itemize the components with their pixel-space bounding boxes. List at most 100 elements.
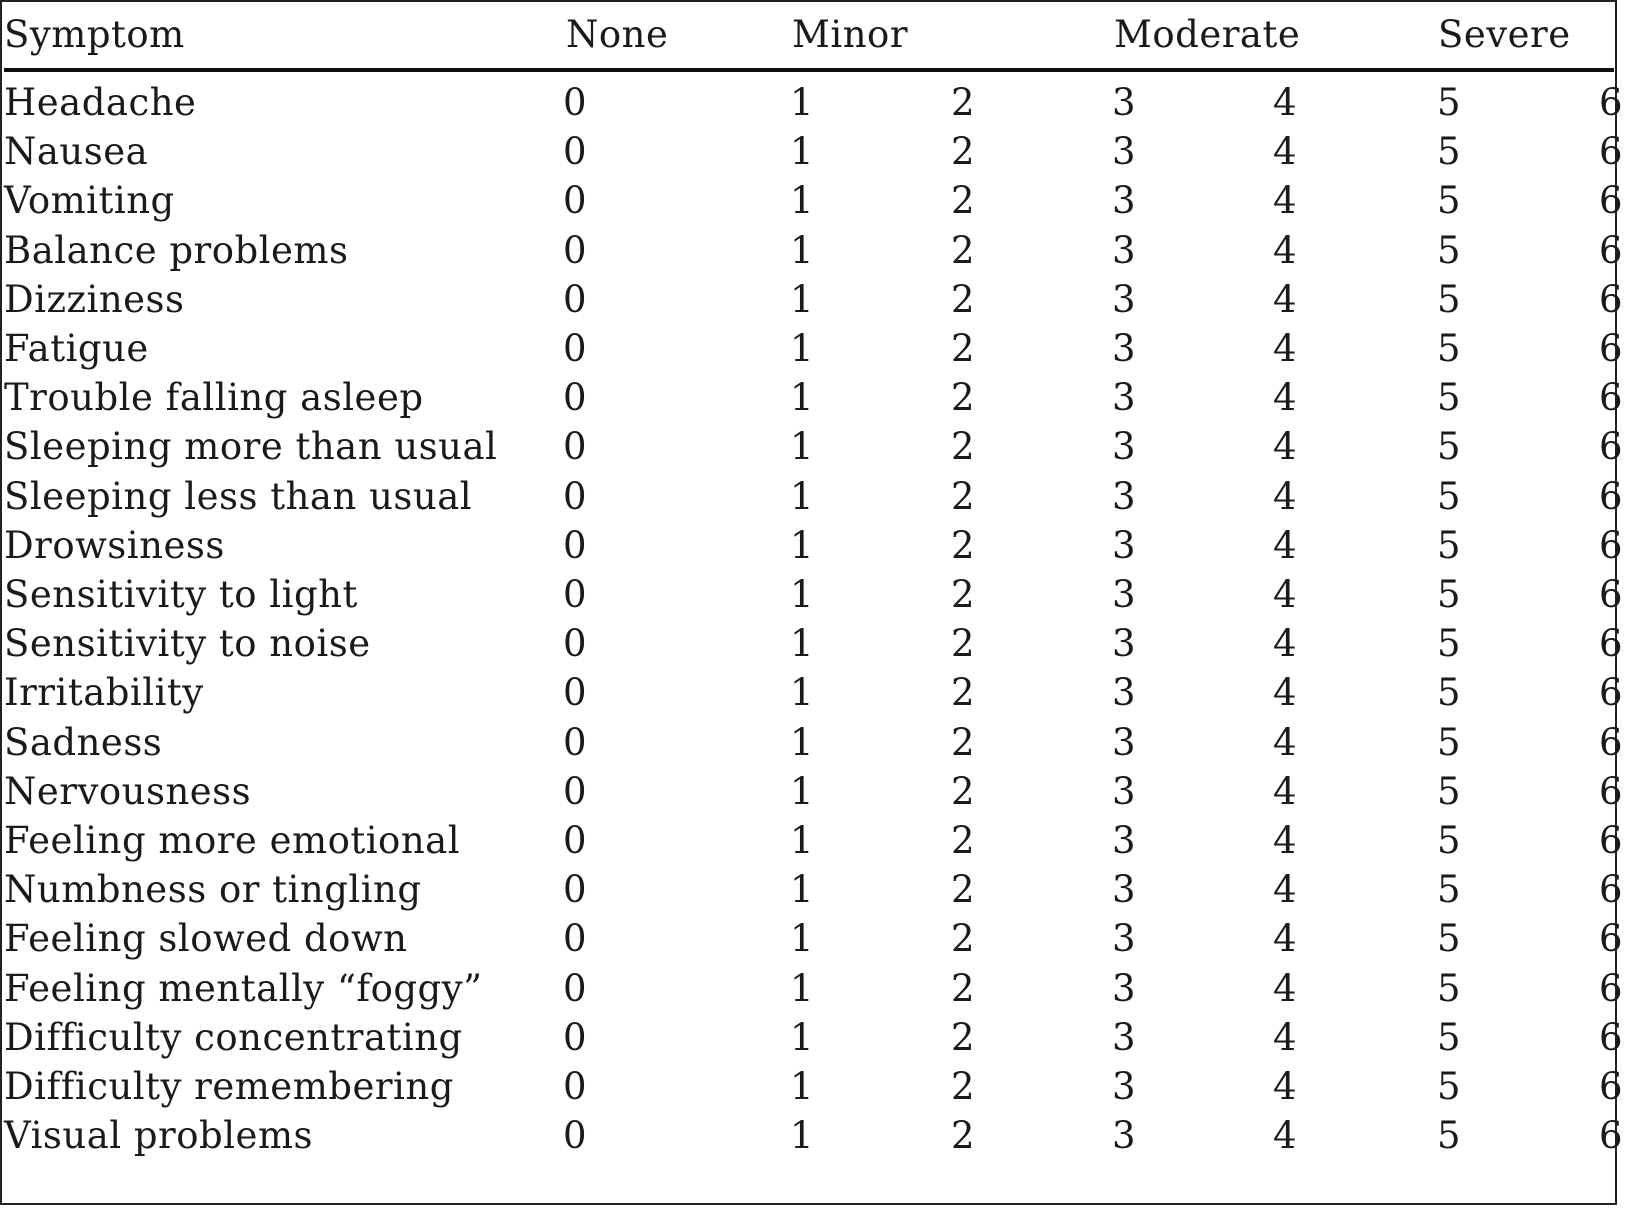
score-3[interactable]: 3 bbox=[1111, 622, 1137, 666]
score-5[interactable]: 5 bbox=[1436, 1114, 1462, 1158]
score-1[interactable]: 1 bbox=[789, 1065, 815, 1108]
score-6[interactable]: 6 bbox=[1598, 819, 1624, 862]
score-3[interactable]: 3 bbox=[1111, 228, 1137, 272]
score-6[interactable]: 6 bbox=[1598, 81, 1624, 124]
score-0[interactable]: 0 bbox=[562, 966, 588, 1010]
score-6[interactable]: 6 bbox=[1598, 1015, 1624, 1059]
score-6[interactable]: 6 bbox=[1598, 1114, 1624, 1158]
score-4[interactable]: 4 bbox=[1272, 1065, 1298, 1108]
score-2[interactable]: 2 bbox=[950, 130, 976, 174]
score-3[interactable]: 3 bbox=[1111, 277, 1137, 321]
score-1[interactable]: 1 bbox=[789, 474, 815, 518]
score-1[interactable]: 1 bbox=[789, 917, 815, 961]
score-3[interactable]: 3 bbox=[1111, 179, 1137, 223]
score-4[interactable]: 4 bbox=[1272, 130, 1298, 174]
score-6[interactable]: 6 bbox=[1598, 376, 1624, 420]
score-3[interactable]: 3 bbox=[1111, 523, 1137, 567]
score-2[interactable]: 2 bbox=[950, 228, 976, 272]
score-1[interactable]: 1 bbox=[789, 376, 815, 420]
score-6[interactable]: 6 bbox=[1598, 1065, 1624, 1108]
score-2[interactable]: 2 bbox=[950, 425, 976, 469]
score-4[interactable]: 4 bbox=[1272, 228, 1298, 272]
score-2[interactable]: 2 bbox=[950, 277, 976, 321]
score-1[interactable]: 1 bbox=[789, 720, 815, 764]
score-5[interactable]: 5 bbox=[1436, 720, 1462, 764]
score-1[interactable]: 1 bbox=[789, 81, 815, 124]
score-4[interactable]: 4 bbox=[1272, 179, 1298, 223]
score-5[interactable]: 5 bbox=[1436, 81, 1462, 124]
score-5[interactable]: 5 bbox=[1436, 228, 1462, 272]
score-0[interactable]: 0 bbox=[562, 523, 588, 567]
score-5[interactable]: 5 bbox=[1436, 277, 1462, 321]
score-5[interactable]: 5 bbox=[1436, 376, 1462, 420]
score-0[interactable]: 0 bbox=[562, 425, 588, 469]
score-2[interactable]: 2 bbox=[950, 868, 976, 912]
score-6[interactable]: 6 bbox=[1598, 425, 1624, 469]
score-4[interactable]: 4 bbox=[1272, 671, 1298, 715]
score-0[interactable]: 0 bbox=[562, 277, 588, 321]
score-0[interactable]: 0 bbox=[562, 1065, 588, 1108]
score-4[interactable]: 4 bbox=[1272, 277, 1298, 321]
score-1[interactable]: 1 bbox=[789, 573, 815, 616]
score-4[interactable]: 4 bbox=[1272, 81, 1298, 124]
score-1[interactable]: 1 bbox=[789, 1015, 815, 1059]
score-2[interactable]: 2 bbox=[950, 573, 976, 616]
score-4[interactable]: 4 bbox=[1272, 966, 1298, 1010]
score-0[interactable]: 0 bbox=[562, 1114, 588, 1158]
score-2[interactable]: 2 bbox=[950, 1015, 976, 1059]
score-3[interactable]: 3 bbox=[1111, 868, 1137, 912]
score-3[interactable]: 3 bbox=[1111, 671, 1137, 715]
score-3[interactable]: 3 bbox=[1111, 573, 1137, 616]
score-6[interactable]: 6 bbox=[1598, 868, 1624, 912]
score-0[interactable]: 0 bbox=[562, 622, 588, 666]
score-6[interactable]: 6 bbox=[1598, 573, 1624, 616]
score-4[interactable]: 4 bbox=[1272, 376, 1298, 420]
score-0[interactable]: 0 bbox=[562, 81, 588, 124]
score-2[interactable]: 2 bbox=[950, 917, 976, 961]
score-4[interactable]: 4 bbox=[1272, 720, 1298, 764]
score-4[interactable]: 4 bbox=[1272, 327, 1298, 370]
score-3[interactable]: 3 bbox=[1111, 425, 1137, 469]
score-4[interactable]: 4 bbox=[1272, 425, 1298, 469]
score-4[interactable]: 4 bbox=[1272, 573, 1298, 616]
score-1[interactable]: 1 bbox=[789, 425, 815, 469]
score-2[interactable]: 2 bbox=[950, 81, 976, 124]
score-1[interactable]: 1 bbox=[789, 1114, 815, 1158]
score-3[interactable]: 3 bbox=[1111, 1065, 1137, 1108]
score-5[interactable]: 5 bbox=[1436, 819, 1462, 862]
score-2[interactable]: 2 bbox=[950, 376, 976, 420]
score-3[interactable]: 3 bbox=[1111, 474, 1137, 518]
score-6[interactable]: 6 bbox=[1598, 622, 1624, 666]
score-5[interactable]: 5 bbox=[1436, 917, 1462, 961]
score-0[interactable]: 0 bbox=[562, 819, 588, 862]
score-5[interactable]: 5 bbox=[1436, 1015, 1462, 1059]
score-6[interactable]: 6 bbox=[1598, 769, 1624, 813]
score-4[interactable]: 4 bbox=[1272, 868, 1298, 912]
score-4[interactable]: 4 bbox=[1272, 1015, 1298, 1059]
score-4[interactable]: 4 bbox=[1272, 474, 1298, 518]
score-1[interactable]: 1 bbox=[789, 179, 815, 223]
score-2[interactable]: 2 bbox=[950, 966, 976, 1010]
score-1[interactable]: 1 bbox=[789, 966, 815, 1010]
score-0[interactable]: 0 bbox=[562, 327, 588, 370]
score-4[interactable]: 4 bbox=[1272, 917, 1298, 961]
score-1[interactable]: 1 bbox=[789, 277, 815, 321]
score-1[interactable]: 1 bbox=[789, 622, 815, 666]
score-0[interactable]: 0 bbox=[562, 573, 588, 616]
score-3[interactable]: 3 bbox=[1111, 1015, 1137, 1059]
score-3[interactable]: 3 bbox=[1111, 327, 1137, 370]
score-5[interactable]: 5 bbox=[1436, 1065, 1462, 1108]
score-0[interactable]: 0 bbox=[562, 130, 588, 174]
score-3[interactable]: 3 bbox=[1111, 966, 1137, 1010]
score-6[interactable]: 6 bbox=[1598, 917, 1624, 961]
score-1[interactable]: 1 bbox=[789, 327, 815, 370]
score-6[interactable]: 6 bbox=[1598, 130, 1624, 174]
score-5[interactable]: 5 bbox=[1436, 523, 1462, 567]
score-4[interactable]: 4 bbox=[1272, 769, 1298, 813]
score-3[interactable]: 3 bbox=[1111, 376, 1137, 420]
score-1[interactable]: 1 bbox=[789, 868, 815, 912]
score-0[interactable]: 0 bbox=[562, 720, 588, 764]
score-6[interactable]: 6 bbox=[1598, 327, 1624, 370]
score-0[interactable]: 0 bbox=[562, 376, 588, 420]
score-5[interactable]: 5 bbox=[1436, 327, 1462, 370]
